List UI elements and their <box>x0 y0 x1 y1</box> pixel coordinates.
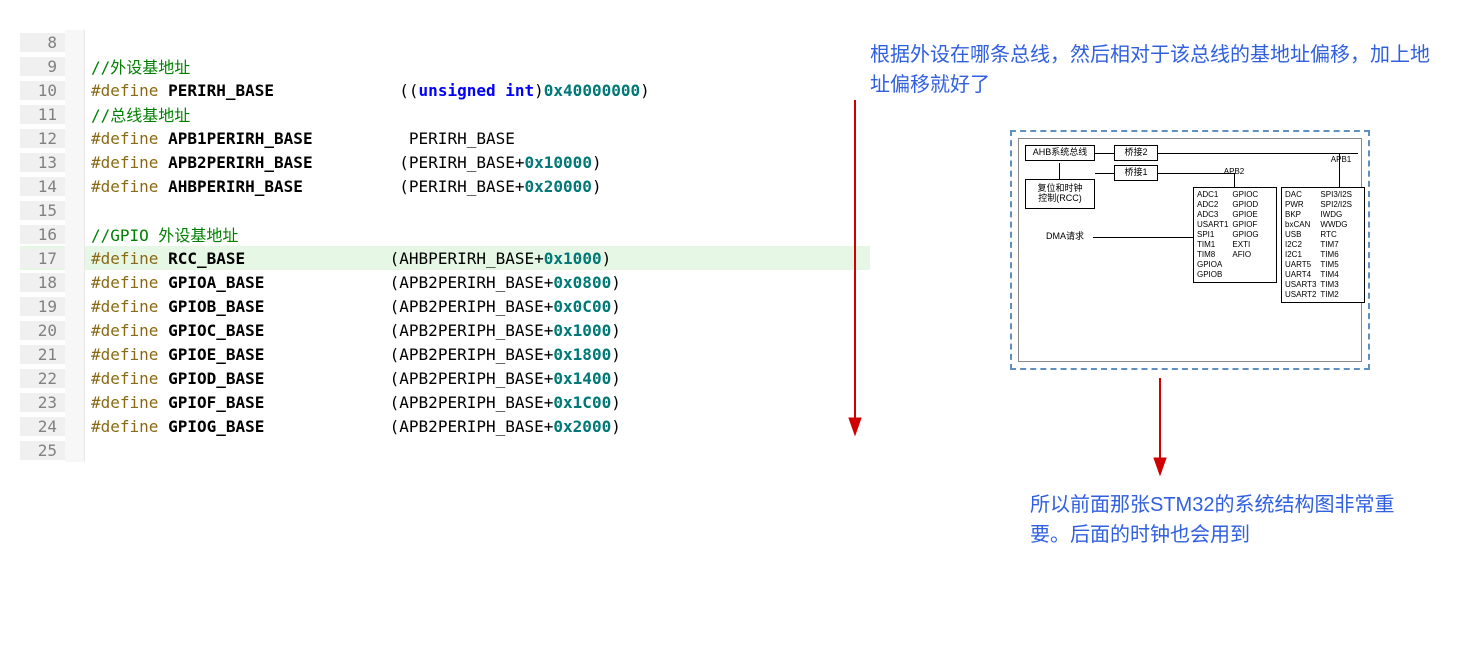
code-line: 10 #define PERIRH_BASE ((unsigned int)0x4… <box>20 78 870 102</box>
code-content: #define APB2PERIRH_BASE (PERIRH_BASE+0x1… <box>85 153 870 172</box>
code-line: 20 #define GPIOC_BASE (APB2PERIPH_BASE+0x… <box>20 318 870 342</box>
rcc-label: 复位和时钟 控制(RCC) <box>1025 179 1095 209</box>
line-number: 9 <box>20 57 65 76</box>
annotation-top: 根据外设在哪条总线，然后相对于该总线的基地址偏移，加上地址偏移就好了 <box>870 40 1430 100</box>
bus-diagram: AHB系统总线 桥接2 桥接1 APB2 APB1 复位和时钟 控制(RCC) … <box>1010 130 1370 370</box>
code-line: 14 #define AHBPERIRH_BASE (PERIRH_BASE+0x… <box>20 174 870 198</box>
code-line: 15 <box>20 198 870 222</box>
code-line: 9 //外设基地址 <box>20 54 870 78</box>
code-line: 8 <box>20 30 870 54</box>
annotation-bottom: 所以前面那张STM32的系统结构图非常重要。后面的时钟也会用到 <box>1030 490 1420 550</box>
bridge1-label: 桥接1 <box>1114 165 1158 181</box>
apb2-periph-list: ADC1ADC2ADC3USART1SPI1TIM1TIM8GPIOAGPIOB… <box>1193 187 1277 283</box>
code-content: //总线基地址 <box>85 102 870 126</box>
line-number: 16 <box>20 225 65 244</box>
line-number: 25 <box>20 441 65 460</box>
line-number: 18 <box>20 273 65 292</box>
code-content: //GPIO 外设基地址 <box>85 222 870 246</box>
code-content: #define PERIRH_BASE ((unsigned int)0x400… <box>85 81 870 100</box>
code-editor: 8 9 //外设基地址 10 #define PERIRH_BASE ((unsigne… <box>20 30 870 462</box>
apb1-label: APB1 <box>1324 153 1358 167</box>
code-line: 18 #define GPIOA_BASE (APB2PERIRH_BASE+0x… <box>20 270 870 294</box>
dma-label: DMA请求 <box>1037 229 1093 245</box>
code-content: #define GPIOG_BASE (APB2PERIPH_BASE+0x20… <box>85 417 870 436</box>
arrow-right <box>1145 378 1175 478</box>
line-number: 10 <box>20 81 65 100</box>
line-number: 8 <box>20 33 65 52</box>
code-content: #define GPIOB_BASE (APB2PERIPH_BASE+0x0C… <box>85 297 870 316</box>
code-content: #define APB1PERIRH_BASE PERIRH_BASE <box>85 129 870 148</box>
code-content: //外设基地址 <box>85 54 870 78</box>
line-number: 13 <box>20 153 65 172</box>
code-content: #define GPIOD_BASE (APB2PERIPH_BASE+0x14… <box>85 369 870 388</box>
line-number: 24 <box>20 417 65 436</box>
bridge2-label: 桥接2 <box>1114 145 1158 161</box>
code-content: #define RCC_BASE (AHBPERIRH_BASE+0x1000) <box>85 249 870 268</box>
code-line: 12 #define APB1PERIRH_BASE PERIRH_BASE <box>20 126 870 150</box>
line-number: 20 <box>20 321 65 340</box>
line-number: 17 <box>20 249 65 268</box>
arrow-left <box>840 100 870 440</box>
apb1-periph-list: DACPWRBKPbxCANUSBI2C2I2C1UART5UART4USART… <box>1281 187 1365 303</box>
code-line: 11 //总线基地址 <box>20 102 870 126</box>
line-number: 22 <box>20 369 65 388</box>
code-line: 22 #define GPIOD_BASE (APB2PERIPH_BASE+0x… <box>20 366 870 390</box>
code-line: 19 #define GPIOB_BASE (APB2PERIPH_BASE+0x… <box>20 294 870 318</box>
code-content: #define GPIOE_BASE (APB2PERIPH_BASE+0x18… <box>85 345 870 364</box>
code-content: #define GPIOA_BASE (APB2PERIRH_BASE+0x08… <box>85 273 870 292</box>
code-line: 21 #define GPIOE_BASE (APB2PERIPH_BASE+0x… <box>20 342 870 366</box>
line-number: 21 <box>20 345 65 364</box>
code-content: #define AHBPERIRH_BASE (PERIRH_BASE+0x20… <box>85 177 870 196</box>
line-number: 19 <box>20 297 65 316</box>
line-number: 23 <box>20 393 65 412</box>
code-line: 16 //GPIO 外设基地址 <box>20 222 870 246</box>
code-line: 25 <box>20 438 870 462</box>
line-number: 12 <box>20 129 65 148</box>
code-line: 17 #define RCC_BASE (AHBPERIRH_BASE+0x100… <box>20 246 870 270</box>
line-number: 15 <box>20 201 65 220</box>
code-content: #define GPIOC_BASE (APB2PERIPH_BASE+0x10… <box>85 321 870 340</box>
code-line: 24 #define GPIOG_BASE (APB2PERIPH_BASE+0x… <box>20 414 870 438</box>
code-line: 13 #define APB2PERIRH_BASE (PERIRH_BASE+0… <box>20 150 870 174</box>
line-number: 11 <box>20 105 65 124</box>
code-line: 23 #define GPIOF_BASE (APB2PERIPH_BASE+0x… <box>20 390 870 414</box>
ahb-label: AHB系统总线 <box>1025 145 1095 161</box>
line-number: 14 <box>20 177 65 196</box>
code-content: #define GPIOF_BASE (APB2PERIPH_BASE+0x1C… <box>85 393 870 412</box>
